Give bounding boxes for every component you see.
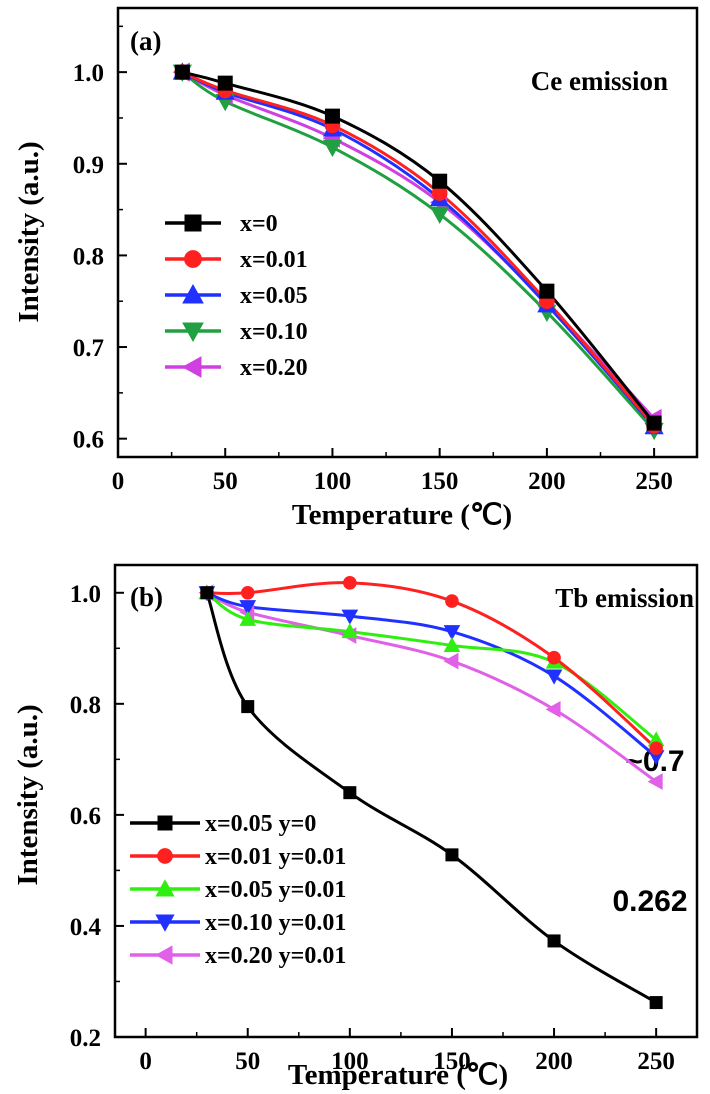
x-tick-label: 150	[433, 1048, 471, 1075]
y-tick-label: 0.8	[73, 243, 104, 270]
data-point	[343, 786, 357, 800]
legend-label: x=0.20	[240, 355, 308, 381]
legend: x=0.05 y=0 x=0.01 y=0.01 x=0.05 y=0.01 x=0.…	[130, 811, 346, 969]
legend-label: x=0.10	[240, 319, 308, 345]
legend-label: x=0.01 y=0.01	[205, 844, 346, 870]
y-axis-title: Intensity (a.u.)	[13, 141, 45, 322]
annotation-0.262: 0.262	[612, 885, 687, 918]
legend-marker	[155, 914, 175, 932]
legend-label: x=0.05 y=0	[205, 811, 316, 837]
data-point	[647, 773, 663, 790]
data-point	[200, 586, 214, 600]
data-point	[649, 996, 663, 1010]
y-tick-label: 0.6	[73, 427, 104, 454]
legend-label: x=0	[240, 211, 278, 237]
x-tick-label: 0	[139, 1048, 152, 1075]
data-point	[239, 600, 257, 616]
legend-marker	[182, 283, 204, 304]
legend-marker	[184, 250, 202, 268]
data-point	[430, 206, 450, 224]
x-tick-label: 200	[528, 468, 566, 495]
plot-frame	[113, 563, 699, 1039]
data-point	[239, 610, 257, 626]
x-tick-label: 100	[331, 1048, 369, 1075]
data-point	[443, 636, 461, 653]
data-point	[174, 64, 190, 80]
y-tick-label: 1.0	[70, 581, 101, 608]
legend-marker	[182, 322, 204, 343]
data-point	[217, 75, 233, 91]
legend-marker	[184, 214, 202, 232]
legend: x=0 x=0.01 x=0.05 x=0.10 x=0.20	[165, 211, 308, 381]
series-line	[205, 591, 658, 742]
data-point	[649, 741, 663, 756]
x-tick-label: 200	[535, 1048, 573, 1075]
panel-a: 0 50 100 150 200 250 0.6 0.7 0.8 0.9 1.0 Temperatur…	[13, 6, 699, 531]
y-tick-label: 0.9	[73, 152, 104, 179]
data-point	[445, 848, 459, 862]
data-point	[322, 139, 343, 158]
legend-marker	[181, 356, 202, 378]
x-tick-label: 150	[421, 468, 459, 495]
y-tick-label: 0.2	[70, 1025, 101, 1052]
legend-label: x=0.05 y=0.01	[205, 877, 346, 903]
data-point	[547, 650, 561, 665]
data-point	[539, 283, 555, 299]
x-tick-label: 50	[235, 1048, 260, 1075]
x-axis-title: Temperature (℃)	[288, 1059, 508, 1091]
data-point	[324, 108, 340, 124]
y-tick-label: 0.6	[70, 803, 101, 830]
data-point	[432, 173, 448, 189]
data-point	[240, 585, 255, 600]
panel-label: (a)	[130, 26, 161, 56]
legend-label: x=0.20 y=0.01	[205, 943, 346, 969]
data-point	[343, 575, 357, 590]
y-tick-label: 0.4	[70, 914, 102, 941]
data-point	[547, 934, 561, 948]
data-point	[341, 623, 359, 639]
x-axis-title: Temperature (℃)	[292, 499, 512, 531]
data-point	[241, 700, 255, 714]
panel-b: 0 50 100 150 200 250 0.2 0.4 0.6 0.8 1.0 Temperatur…	[12, 563, 699, 1091]
data-point	[443, 625, 461, 641]
x-tick-label: 50	[213, 468, 238, 495]
x-tick-label: 250	[635, 468, 673, 495]
y-axis-title: Intensity (a.u.)	[12, 704, 44, 885]
x-tick-label: 0	[112, 468, 125, 495]
legend-marker	[155, 879, 175, 897]
legend-label: x=0.01	[240, 247, 308, 273]
y-tick-label: 0.7	[73, 335, 104, 362]
legend-marker	[157, 848, 173, 864]
panel-label: (b)	[130, 582, 163, 612]
legend-marker	[157, 815, 173, 831]
legend-label: x=0.05	[240, 283, 308, 309]
y-tick-label: 1.0	[73, 60, 104, 87]
legend-label: x=0.10 y=0.01	[205, 910, 346, 936]
plot-frame	[116, 6, 699, 459]
emission-annotation: Tb emission	[555, 583, 694, 613]
data-point	[443, 652, 459, 670]
x-tick-label: 250	[637, 1048, 675, 1075]
x-tick-label: 100	[314, 468, 352, 495]
data-point	[545, 701, 561, 718]
data-point	[341, 609, 359, 625]
legend-marker	[155, 945, 173, 965]
data-point	[545, 669, 563, 685]
data-point	[646, 415, 662, 431]
emission-annotation: Ce emission	[531, 66, 668, 96]
y-tick-label: 0.8	[70, 692, 101, 719]
data-point	[445, 594, 459, 608]
